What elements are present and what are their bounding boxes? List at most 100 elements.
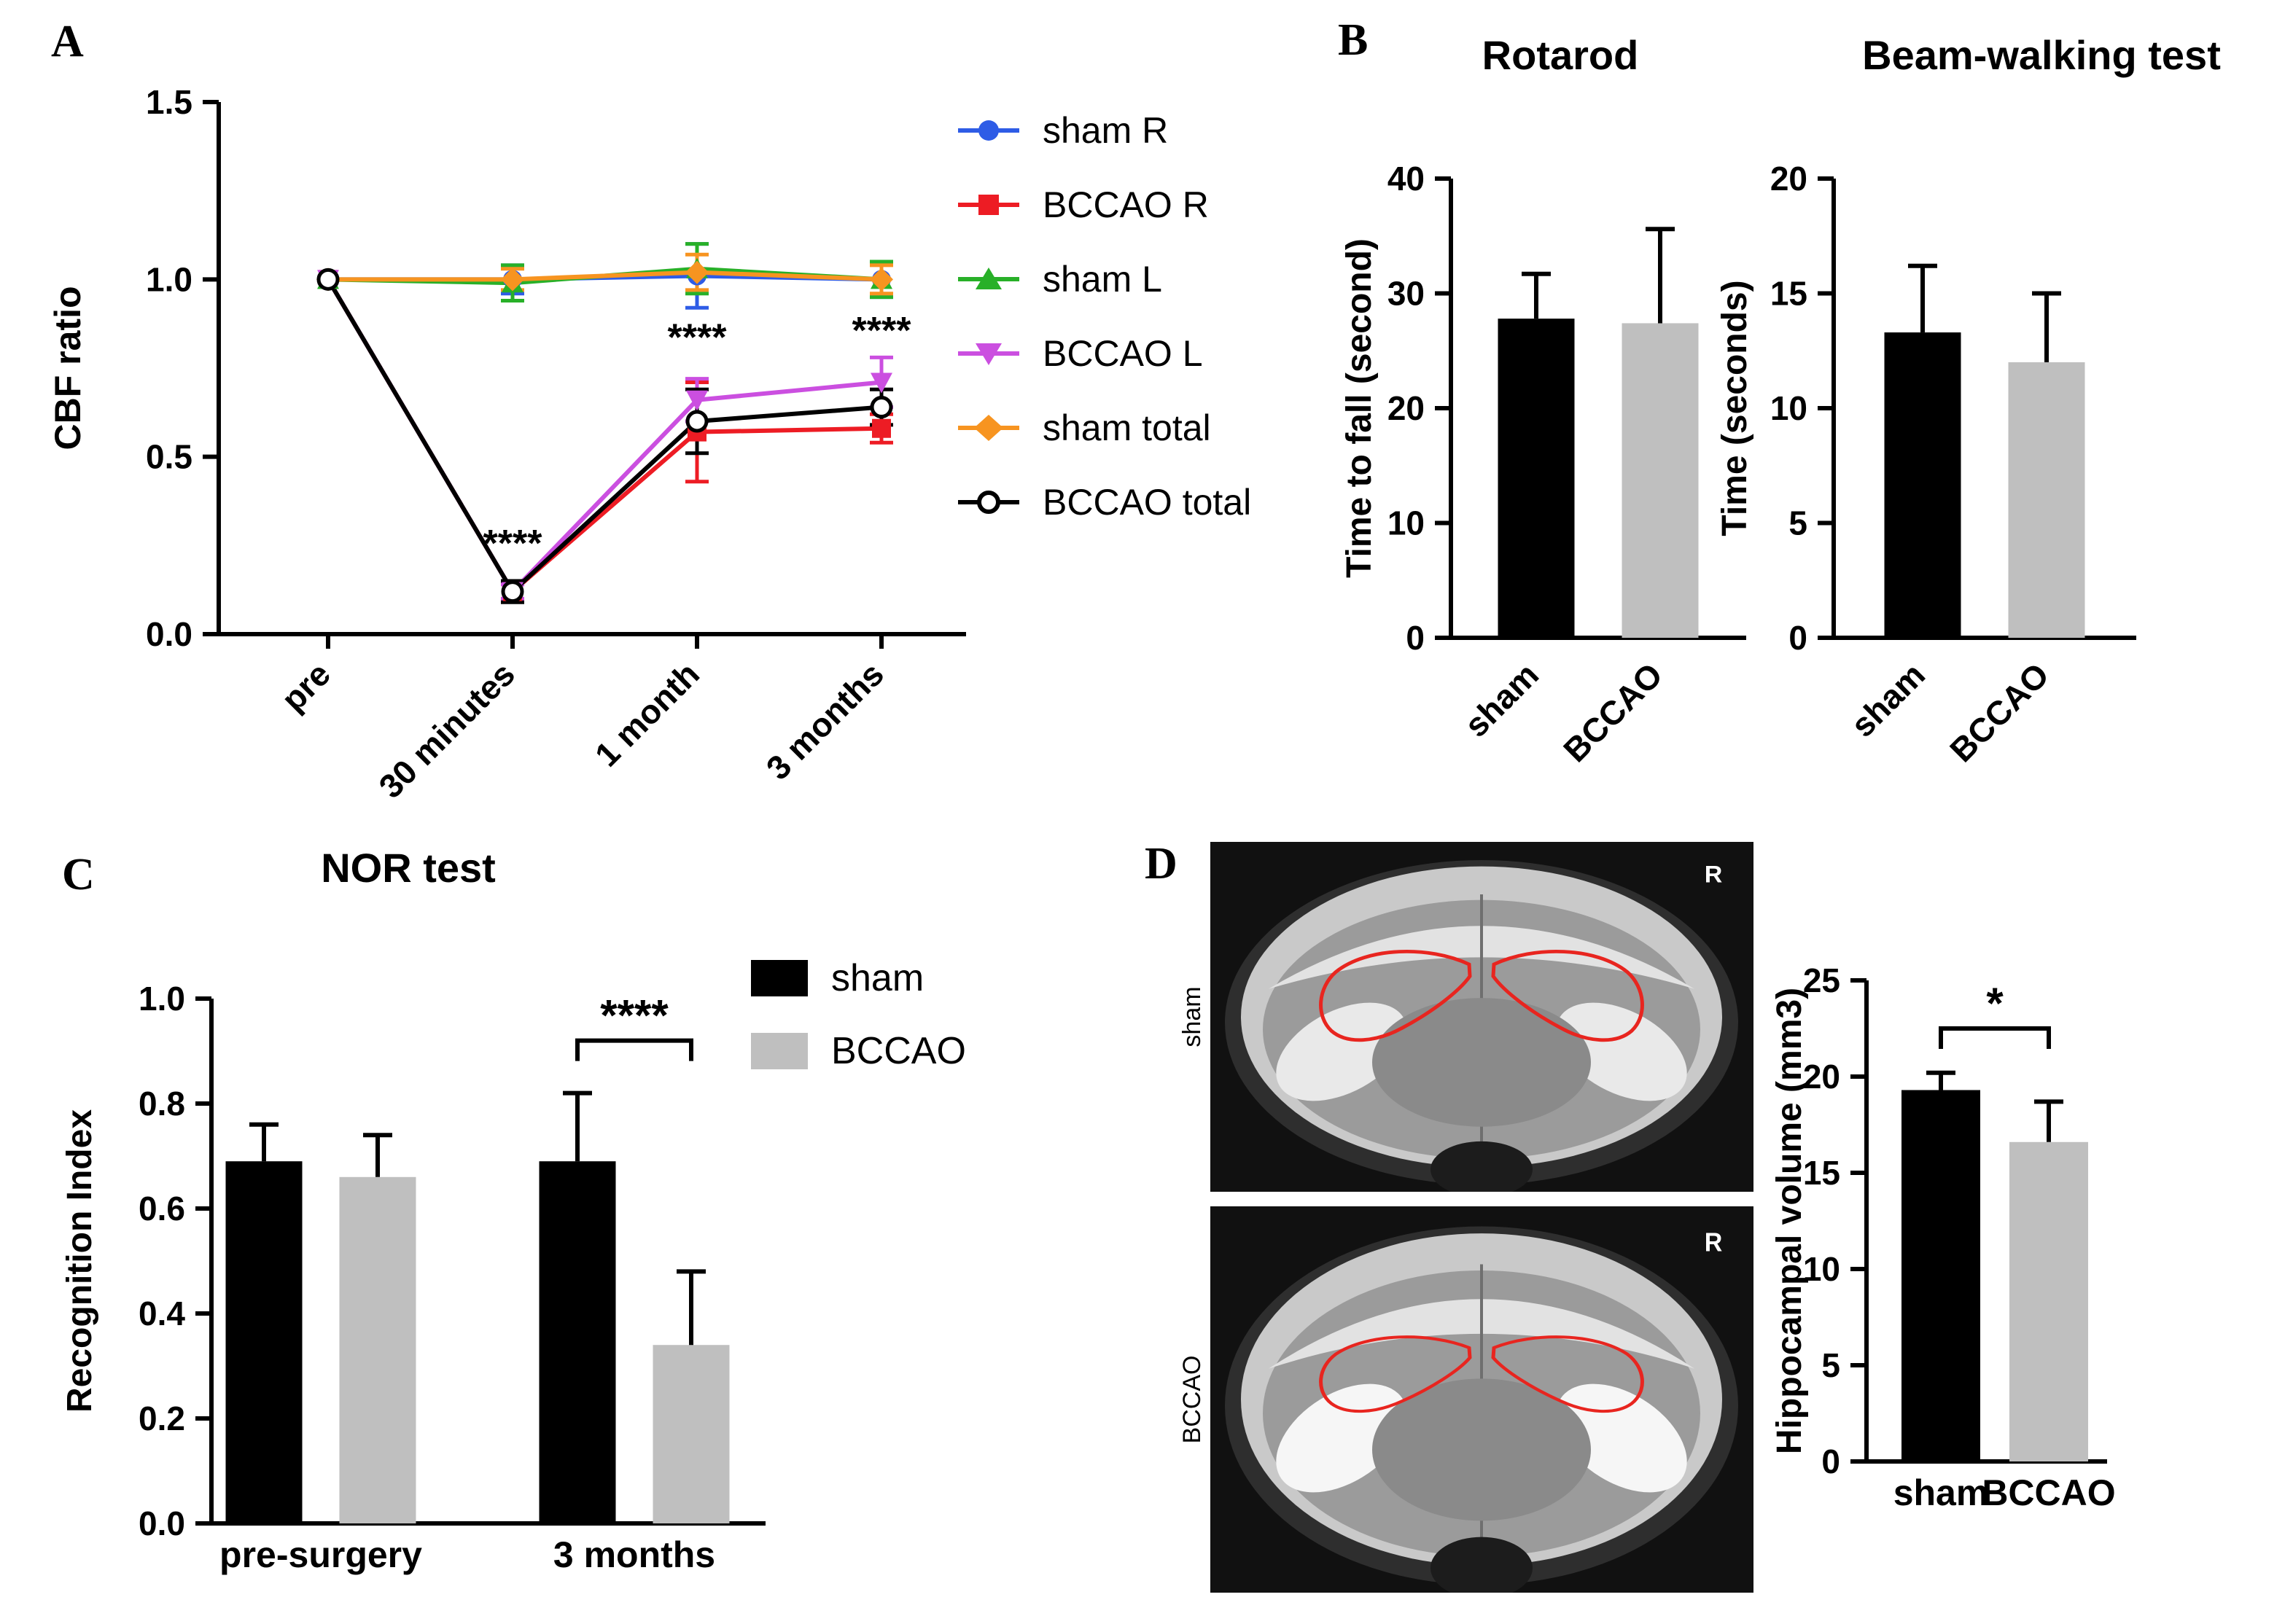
- panel-d: D sham R BCCAO R 0 5 10 15 20 25 Hippocampal v…: [1137, 816, 2285, 1624]
- cbf-legend: sham R BCCAO R sham L: [955, 109, 1251, 523]
- rotarod-bar-chart: 0 10 20 30 40 Rotarod Time to fall (second) sha…: [1340, 32, 1746, 769]
- svg-text:1.5: 1.5: [146, 83, 192, 121]
- svg-text:0: 0: [1821, 1443, 1840, 1480]
- svg-text:sham: sham: [1893, 1472, 1989, 1513]
- svg-text:15: 15: [1803, 1154, 1840, 1192]
- bar-sham: [1884, 332, 1961, 638]
- svg-text:10: 10: [1803, 1250, 1840, 1288]
- bar-sham: [1901, 1090, 1980, 1461]
- svg-text:0.8: 0.8: [139, 1085, 185, 1123]
- svg-text:BCCAO: BCCAO: [1556, 655, 1670, 769]
- mri-row-label-bccao: BCCAO: [1178, 1355, 1206, 1444]
- panel-c-label: C: [62, 850, 95, 899]
- legend-item-bccao-r: BCCAO R: [955, 184, 1251, 226]
- sham-swatch-icon: [751, 960, 808, 996]
- svg-text:pre-surgery: pre-surgery: [219, 1534, 422, 1575]
- svg-text:Time to fall (second): Time to fall (second): [1340, 238, 1379, 578]
- legend-label: BCCAO L: [1043, 333, 1203, 374]
- svg-text:BCCAO: BCCAO: [1982, 1472, 2115, 1513]
- legend-item-sham-r: sham R: [955, 109, 1251, 152]
- svg-text:1 month: 1 month: [588, 655, 706, 773]
- svg-text:0.6: 0.6: [139, 1190, 185, 1227]
- svg-text:Recognition Index: Recognition Index: [61, 1109, 99, 1413]
- orientation-marker: R: [1705, 1228, 1723, 1257]
- svg-text:5: 5: [1821, 1346, 1840, 1384]
- chart-title: Rotarod: [1482, 32, 1639, 78]
- panel-d-label: D: [1145, 839, 1177, 889]
- svg-text:30 minutes: 30 minutes: [371, 655, 522, 805]
- svg-text:CBF ratio: CBF ratio: [47, 286, 88, 450]
- svg-text:BCCAO: BCCAO: [1942, 655, 2056, 769]
- beam-walking-bar-chart: 0 5 10 15 20 Beam-walking test Time (seconds) s…: [1716, 32, 2221, 769]
- brain-drawing: [1210, 842, 1753, 1192]
- svg-text:3 months: 3 months: [759, 655, 891, 786]
- svg-text:20: 20: [1803, 1058, 1840, 1096]
- svg-text:pre: pre: [274, 655, 338, 718]
- significance-bracket: [575, 1038, 693, 1061]
- svg-text:0.0: 0.0: [139, 1504, 185, 1542]
- panel-b: B 0 10 20 30 40 Rotarod Time to fall (second) s…: [1312, 0, 2285, 816]
- legend-item-sham: sham: [751, 956, 966, 1000]
- legend-label: BCCAO: [831, 1030, 966, 1072]
- legend-label: sham: [831, 957, 924, 999]
- mri-row-label-sham: sham: [1178, 986, 1206, 1047]
- svg-text:10: 10: [1387, 504, 1425, 542]
- bar-sham: [225, 1161, 303, 1523]
- bar-BCCAO: [339, 1176, 416, 1523]
- svg-text:0.4: 0.4: [139, 1295, 185, 1332]
- chart-title: NOR test: [321, 845, 496, 891]
- significance-bracket: [1939, 1026, 2051, 1049]
- significance-stars: ****: [668, 317, 728, 359]
- hippocampus-outlines: [1319, 1335, 1644, 1413]
- svg-text:0.2: 0.2: [139, 1399, 185, 1437]
- panel-a-label: A: [51, 17, 84, 66]
- panel-b-label: B: [1338, 15, 1369, 65]
- nor-legend: sham BCCAO: [751, 956, 966, 1073]
- bar-BCCAO: [653, 1345, 730, 1523]
- svg-text:0.5: 0.5: [146, 438, 192, 476]
- svg-text:10: 10: [1770, 389, 1807, 427]
- svg-text:1.0: 1.0: [146, 260, 192, 298]
- legend-item-sham-total: sham total: [955, 407, 1251, 449]
- significance-stars: ****: [483, 523, 543, 565]
- legend-label: BCCAO R: [1043, 184, 1209, 225]
- brain-drawing: [1210, 1206, 1753, 1593]
- svg-text:20: 20: [1387, 389, 1425, 427]
- legend-item-bccao: BCCAO: [751, 1029, 966, 1073]
- mri-image-sham: R: [1210, 842, 1753, 1192]
- open-circle-marker-icon: [958, 491, 1019, 514]
- orientation-marker: R: [1705, 862, 1723, 888]
- chart-title: Beam-walking test: [1862, 32, 2221, 78]
- svg-text:Hippocampal volume (mm3): Hippocampal volume (mm3): [1770, 988, 1809, 1454]
- bar-BCCAO: [2009, 1141, 2088, 1461]
- svg-text:5: 5: [1788, 504, 1807, 542]
- cbf-line-chart: 0.0 0.5 1.0 1.5 pre 30 minutes 1 month 3 months…: [47, 83, 966, 805]
- triangle-up-marker-icon: [958, 268, 1019, 289]
- svg-text:15: 15: [1770, 275, 1807, 313]
- mri-image-bccao: R: [1210, 1206, 1753, 1593]
- bar-sham: [1498, 319, 1575, 638]
- svg-text:0.0: 0.0: [146, 615, 192, 653]
- legend-label: sham L: [1043, 259, 1162, 300]
- legend-label: sham total: [1043, 407, 1211, 448]
- bar-BCCAO: [1622, 323, 1699, 638]
- significance-stars: ****: [852, 310, 912, 352]
- svg-text:sham: sham: [1457, 655, 1546, 744]
- bccao-swatch-icon: [751, 1033, 808, 1069]
- svg-text:20: 20: [1770, 160, 1807, 198]
- svg-text:30: 30: [1387, 275, 1425, 313]
- svg-text:0: 0: [1788, 619, 1807, 657]
- hippocampus-outlines: [1319, 949, 1644, 1042]
- significance-stars: *: [1986, 979, 2004, 1028]
- circle-marker-icon: [958, 120, 1019, 141]
- svg-text:Time (seconds): Time (seconds): [1716, 280, 1754, 536]
- significance-stars: ****: [600, 991, 669, 1040]
- svg-text:3 months: 3 months: [553, 1534, 715, 1575]
- legend-item-bccao-l: BCCAO L: [955, 332, 1251, 375]
- legend-label: BCCAO total: [1043, 482, 1252, 523]
- triangle-down-marker-icon: [958, 343, 1019, 365]
- bar-sham: [539, 1161, 616, 1523]
- svg-text:sham: sham: [1843, 655, 1932, 744]
